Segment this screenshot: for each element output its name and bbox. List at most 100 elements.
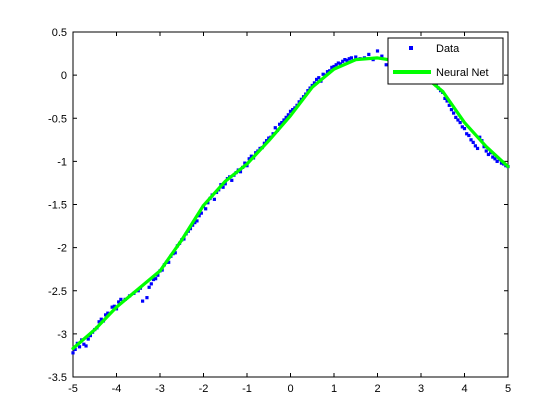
data-point xyxy=(119,297,123,301)
data-point xyxy=(336,61,340,65)
data-point xyxy=(462,127,467,131)
data-point xyxy=(247,157,251,161)
data-point xyxy=(443,96,447,101)
data-point xyxy=(493,157,497,161)
series-neural-net-line xyxy=(71,56,510,351)
data-point xyxy=(458,120,462,125)
data-point xyxy=(460,125,464,129)
data-point xyxy=(341,59,345,63)
data-point xyxy=(491,155,495,159)
data-point xyxy=(465,132,469,136)
data-point xyxy=(104,313,108,317)
data-point xyxy=(151,277,156,282)
data-point xyxy=(84,344,88,348)
y-tick-label: -3 xyxy=(57,329,67,341)
data-point xyxy=(367,52,371,57)
data-point xyxy=(264,139,269,143)
data-point xyxy=(147,285,151,289)
data-point xyxy=(267,136,271,140)
data-point xyxy=(495,159,499,163)
legend-label-data: Data xyxy=(436,43,460,55)
data-point xyxy=(199,211,203,215)
data-point xyxy=(338,62,343,66)
data-point xyxy=(499,161,504,165)
data-point xyxy=(278,122,282,126)
data-point xyxy=(110,305,114,309)
data-point xyxy=(149,282,153,286)
data-point xyxy=(452,111,456,115)
data-point xyxy=(456,118,460,122)
data-point xyxy=(273,126,277,130)
data-point xyxy=(315,77,319,82)
data-point xyxy=(334,63,338,67)
data-point xyxy=(145,296,149,300)
data-point xyxy=(88,334,92,338)
y-tick-label: -0.5 xyxy=(48,113,67,125)
data-point xyxy=(291,108,295,112)
data-point xyxy=(141,299,145,303)
data-point xyxy=(204,207,208,211)
data-point xyxy=(475,146,480,151)
x-tick-label: 1 xyxy=(331,383,337,395)
data-point xyxy=(447,103,451,107)
data-point xyxy=(345,58,349,63)
data-point xyxy=(193,221,197,225)
x-tick-label: -5 xyxy=(68,383,78,395)
data-point xyxy=(156,273,160,277)
data-point xyxy=(221,185,225,189)
x-tick-label: 2 xyxy=(374,383,380,395)
data-point xyxy=(106,311,110,315)
data-point xyxy=(486,152,491,157)
data-point xyxy=(449,108,454,112)
legend-label-neural-net: Neural Net xyxy=(436,67,489,79)
legend-box xyxy=(387,37,504,85)
x-tick-label: 5 xyxy=(505,383,511,395)
data-point xyxy=(167,260,171,264)
data-point xyxy=(380,54,384,58)
plot-area xyxy=(72,31,509,378)
data-point xyxy=(73,347,77,351)
data-point xyxy=(284,115,288,119)
data-point xyxy=(469,138,473,142)
y-tick-label: -1.5 xyxy=(48,200,67,212)
x-tick-label: -1 xyxy=(242,383,252,395)
data-point xyxy=(249,154,253,158)
series-layer xyxy=(71,49,510,355)
x-tick-label: -2 xyxy=(199,383,209,395)
y-axis: -3.5 -3 -2.5 -2 -1.5 -1 -0.5 0 0.5 xyxy=(48,27,508,384)
data-point xyxy=(471,140,475,144)
data-point xyxy=(286,113,290,117)
x-tick-label: -4 xyxy=(112,383,122,395)
x-tick-label: 0 xyxy=(287,383,293,395)
data-point xyxy=(197,214,201,218)
data-point xyxy=(195,219,199,223)
data-point xyxy=(321,72,325,76)
x-tick-label: 4 xyxy=(461,383,467,395)
y-tick-label: 0.5 xyxy=(52,27,67,39)
data-point xyxy=(99,317,103,321)
data-point xyxy=(173,251,177,255)
data-point xyxy=(384,63,388,67)
data-point xyxy=(212,197,216,201)
data-point xyxy=(238,170,243,174)
data-point xyxy=(330,65,334,69)
y-tick-label: -2 xyxy=(57,243,67,255)
data-point xyxy=(347,57,351,61)
data-point xyxy=(97,320,101,324)
data-point xyxy=(354,55,358,59)
data-point xyxy=(112,304,116,308)
data-point xyxy=(343,58,347,62)
y-tick-label: -3.5 xyxy=(48,372,67,384)
data-point xyxy=(312,81,317,85)
data-point xyxy=(86,337,90,341)
data-point xyxy=(375,49,380,53)
legend: Data Neural Net xyxy=(387,37,504,85)
data-point xyxy=(325,70,330,74)
data-point xyxy=(317,76,321,80)
data-point xyxy=(467,133,471,138)
y-tick-label: -1 xyxy=(57,156,67,168)
data-point xyxy=(282,118,286,122)
y-tick-label: -2.5 xyxy=(48,286,67,298)
x-axis: -5 -4 -3 -2 -1 0 1 2 3 4 5 xyxy=(68,32,511,395)
